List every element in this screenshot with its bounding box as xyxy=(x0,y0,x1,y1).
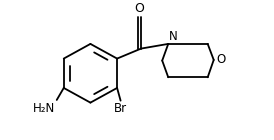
Text: O: O xyxy=(134,2,144,15)
Text: H₂N: H₂N xyxy=(33,102,55,115)
Text: N: N xyxy=(169,30,178,43)
Text: O: O xyxy=(216,53,225,66)
Text: Br: Br xyxy=(114,102,127,115)
